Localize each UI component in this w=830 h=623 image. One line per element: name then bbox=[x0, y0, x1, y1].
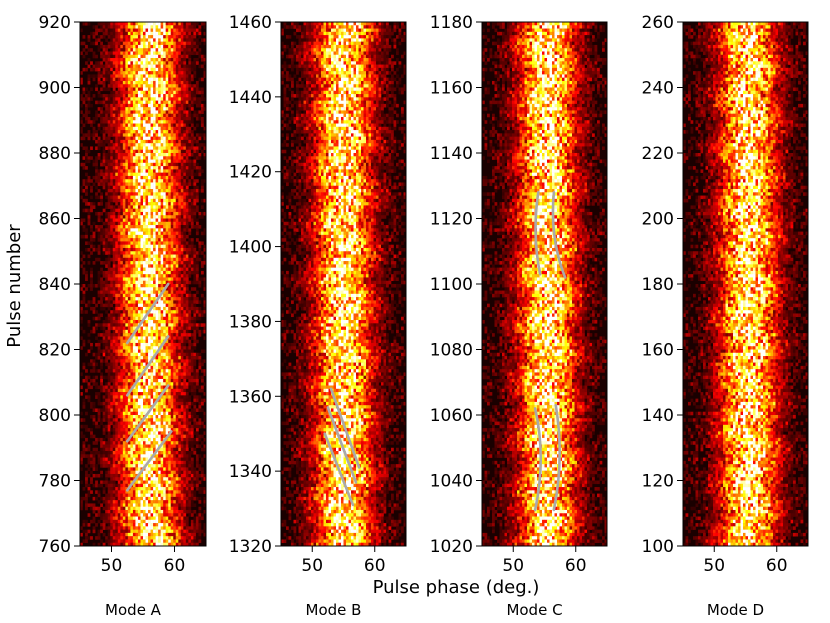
heatmap-pixels bbox=[482, 22, 607, 546]
y-tick-label: 1440 bbox=[229, 88, 272, 108]
x-tick-label: 60 bbox=[565, 556, 587, 576]
panel-2: 1320 1340 1360 1380 1400 1420 1440 1460 50 60 Mode… bbox=[229, 13, 407, 619]
x-tick-label: 50 bbox=[703, 556, 725, 576]
drift-track-2 bbox=[125, 335, 170, 397]
y-tick-label: 220 bbox=[642, 144, 674, 164]
drift-track-3 bbox=[125, 384, 170, 443]
y-tick-label: 260 bbox=[642, 13, 674, 33]
y-tick-label: 1380 bbox=[229, 312, 272, 332]
y-tick-label: 100 bbox=[642, 537, 674, 557]
x-tick-label: 50 bbox=[502, 556, 524, 576]
y-tick-label: 240 bbox=[642, 79, 674, 99]
y-tick-label: 1360 bbox=[229, 387, 272, 407]
panel-1: 760 780 800 820 840 860 880 900 920 50 60 Mode A bbox=[39, 13, 207, 619]
y-tick-label: 1340 bbox=[229, 462, 272, 482]
y-tick-label: 160 bbox=[642, 341, 674, 361]
y-tick-label: 780 bbox=[39, 472, 71, 492]
mode-label: Mode C bbox=[506, 601, 562, 619]
y-tick-label: 200 bbox=[642, 210, 674, 230]
y-tick-label: 1420 bbox=[229, 163, 272, 183]
y-tick-label: 820 bbox=[39, 341, 71, 361]
y-tick-label: 1020 bbox=[430, 537, 473, 557]
y-tick-label: 900 bbox=[39, 79, 71, 99]
y-tick-label: 1320 bbox=[229, 537, 272, 557]
heatmap-pixels bbox=[683, 22, 808, 546]
drift-track-1 bbox=[125, 282, 170, 345]
drift-track-2 bbox=[551, 191, 567, 279]
y-axis-title: Pulse number bbox=[4, 224, 25, 348]
y-tick-label: 1160 bbox=[430, 79, 473, 99]
drift-track-3 bbox=[533, 407, 543, 512]
axes-frame bbox=[280, 21, 407, 547]
mode-label: Mode D bbox=[707, 601, 764, 619]
mode-label: Mode B bbox=[306, 601, 362, 619]
y-tick-label: 1140 bbox=[430, 144, 473, 164]
y-tick-label: 180 bbox=[642, 275, 674, 295]
y-tick-label: 120 bbox=[642, 472, 674, 492]
y-tick-label: 1400 bbox=[229, 238, 272, 258]
y-tick-label: 140 bbox=[642, 406, 674, 426]
y-tick-label: 800 bbox=[39, 406, 71, 426]
drift-track-3 bbox=[323, 432, 355, 507]
y-tick-label: 880 bbox=[39, 144, 71, 164]
heatmap-pixels bbox=[281, 22, 406, 546]
x-axis-title: Pulse phase (deg.) bbox=[373, 577, 540, 598]
drift-track-1 bbox=[534, 191, 542, 276]
y-tick-label: 1040 bbox=[430, 472, 473, 492]
y-tick-label: 860 bbox=[39, 210, 71, 230]
mode-label: Mode A bbox=[105, 601, 162, 619]
y-tick-label: 1100 bbox=[430, 275, 473, 295]
panel-4: 100 120 140 160 180 200 220 240 260 50 60 Mode D bbox=[642, 13, 809, 619]
drift-track-1 bbox=[329, 387, 361, 469]
y-tick-label: 1460 bbox=[229, 13, 272, 33]
x-tick-label: 50 bbox=[101, 556, 123, 576]
y-tick-label: 1180 bbox=[430, 13, 473, 33]
x-tick-label: 60 bbox=[766, 556, 788, 576]
y-tick-label: 920 bbox=[39, 13, 71, 33]
x-tick-label: 50 bbox=[301, 556, 323, 576]
drift-track-4 bbox=[552, 403, 562, 512]
y-tick-label: 760 bbox=[39, 537, 71, 557]
drift-track-2 bbox=[326, 406, 358, 484]
panel-3: 1020 1040 1060 1080 1100 1120 1140 1160 1180 50 60… bbox=[430, 13, 608, 619]
y-tick-label: 1120 bbox=[430, 210, 473, 230]
heatmap-pixels bbox=[80, 22, 206, 546]
x-tick-label: 60 bbox=[164, 556, 186, 576]
y-tick-label: 1060 bbox=[430, 406, 473, 426]
x-tick-label: 60 bbox=[364, 556, 386, 576]
drift-track-4 bbox=[125, 430, 173, 492]
y-tick-label: 840 bbox=[39, 275, 71, 295]
y-tick-label: 1080 bbox=[430, 341, 473, 361]
